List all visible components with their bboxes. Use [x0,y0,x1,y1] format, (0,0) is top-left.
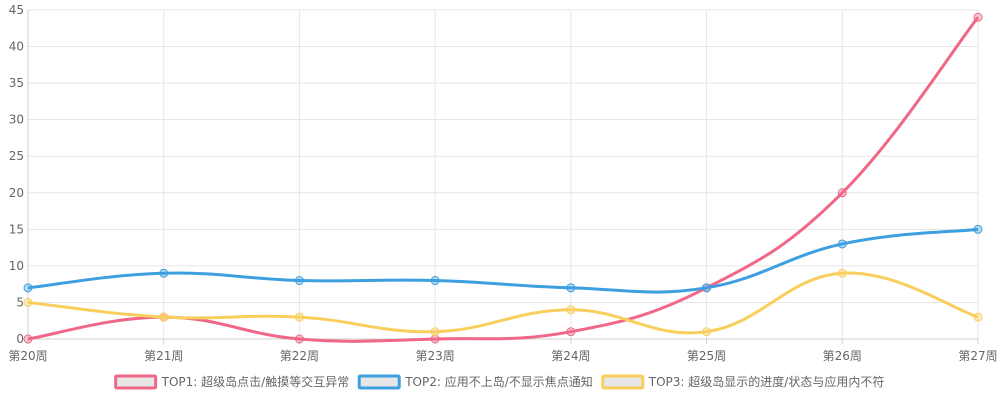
y-tick-label: 35 [9,76,24,90]
data-point [430,334,440,344]
y-tick-label: 40 [9,40,24,54]
grid-layer [27,9,979,344]
data-point [702,283,712,293]
data-point [973,312,983,322]
y-tick-label: 30 [9,113,24,127]
data-point [566,305,576,315]
series-line [27,271,979,335]
x-tick-label: 第22周 [280,349,319,363]
data-point [566,327,576,337]
data-point [837,188,847,198]
legend-label: TOP2: 应用不上岛/不显示焦点通知 [404,374,593,389]
series-1 [23,12,983,344]
x-tick-label: 第26周 [823,349,862,363]
legend-label: TOP3: 超级岛显示的进度/状态与应用内不符 [648,374,885,389]
data-point [566,283,576,293]
x-tick-label: 第20周 [8,349,47,363]
series-2 [23,224,983,294]
y-tick-label: 45 [9,3,24,17]
x-tick-label: 第24周 [551,349,590,363]
series-layer [23,12,983,344]
y-tick-label: 25 [9,149,24,163]
data-point [23,297,33,307]
data-point [159,268,169,278]
series-line [27,16,980,343]
y-tick-label: 0 [16,332,24,346]
data-point [430,327,440,337]
data-point [159,312,169,322]
data-point [23,334,33,344]
y-tick-label: 20 [9,186,24,200]
data-point [294,276,304,286]
x-tick-label: 第27周 [958,349,997,363]
data-point [294,334,304,344]
data-point [294,312,304,322]
data-point [23,283,33,293]
legend-item[interactable]: TOP2: 应用不上岛/不显示焦点通知 [357,374,593,390]
data-point [702,327,712,337]
x-tick-label: 第21周 [144,349,183,363]
series-line [27,227,979,294]
x-tick-label: 第25周 [687,349,726,363]
y-tick-label: 10 [9,259,24,273]
data-point [837,268,847,278]
legend-item[interactable]: TOP3: 超级岛显示的进度/状态与应用内不符 [601,374,885,390]
x-tick-label: 第23周 [416,349,455,363]
y-tick-label: 15 [9,222,24,236]
legend: TOP1: 超级岛点击/触摸等交互异常 TOP2: 应用不上岛/不显示焦点通知 TO… [114,374,885,390]
legend-swatch [114,374,158,390]
data-point [837,239,847,249]
data-point [973,224,983,234]
legend-label: TOP1: 超级岛点击/触摸等交互异常 [161,374,350,389]
data-point [430,276,440,286]
legend-swatch [357,374,401,390]
legend-swatch [601,374,645,390]
data-point [973,12,983,22]
tick-labels: 0 5 10 15 20 25 30 35 40 45 第20周 第21周 第22周 第23周 第24周 第2… [8,3,997,363]
y-tick-label: 5 [16,295,24,309]
series-3 [23,268,983,337]
legend-item[interactable]: TOP1: 超级岛点击/触摸等交互异常 [114,374,350,390]
